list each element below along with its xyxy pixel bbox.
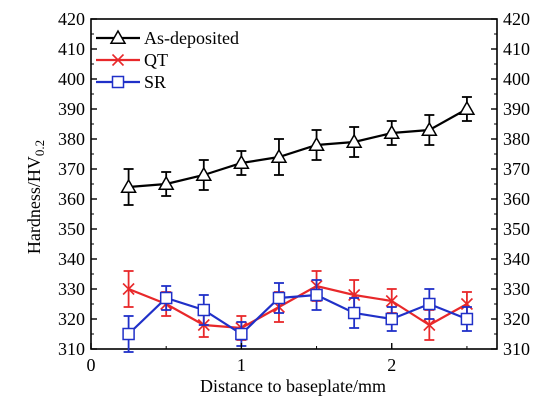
x-tick-label: 1 (237, 355, 246, 375)
y-tick-label-right: 410 (503, 39, 530, 59)
data-point-x (122, 282, 135, 296)
y-tick-label-left: 390 (58, 99, 85, 119)
legend-label: As-deposited (144, 28, 239, 48)
y-tick-label-right: 330 (503, 279, 530, 299)
series-qt (122, 270, 473, 341)
y-tick-label-left: 330 (58, 279, 85, 299)
y-tick-label-left: 360 (58, 189, 85, 209)
y-tick-label-right: 350 (503, 219, 530, 239)
y-tick-label-left: 400 (58, 69, 85, 89)
data-point-x-stroke (122, 282, 135, 296)
series-line (127, 293, 468, 336)
data-point-square (347, 306, 361, 320)
y-tick-label-left: 410 (58, 39, 85, 59)
series-as-deposited (120, 96, 476, 206)
y-tick-label-right: 320 (503, 309, 530, 329)
y-tick-label-right: 380 (503, 129, 530, 149)
data-point-x-stroke (423, 318, 436, 332)
y-tick-label-right: 310 (503, 339, 530, 359)
data-point-triangle (120, 178, 137, 193)
data-point-triangle (345, 133, 363, 148)
data-point-x-stroke (385, 294, 398, 308)
data-point-triangle (157, 175, 175, 190)
series-line (128, 284, 468, 330)
data-point-x (423, 318, 436, 332)
data-point-triangle (458, 100, 476, 115)
y-tick-label-right: 360 (503, 189, 530, 209)
legend-item-sr: SR (96, 72, 166, 92)
y-tick-label-left: 420 (58, 9, 85, 29)
data-point-triangle (421, 121, 438, 136)
y-tick-label-left: 350 (58, 219, 85, 239)
y-tick-label-right: 420 (503, 9, 530, 29)
data-point-triangle (383, 124, 401, 139)
data-point-square (423, 297, 436, 311)
y-tick-label-right: 340 (503, 249, 530, 269)
legend-marker-triangle (109, 29, 127, 44)
legend-marker-square (111, 75, 125, 89)
data-point-square (159, 291, 173, 305)
y-tick-label-left: 370 (58, 159, 85, 179)
legend-label: QT (144, 50, 168, 70)
series-line (128, 108, 468, 189)
data-point-triangle (308, 136, 325, 151)
y-tick-label-right: 400 (503, 69, 530, 89)
data-point-square (272, 291, 286, 305)
x-axis-title: Distance to baseplate/mm (200, 376, 386, 396)
data-point-triangle (270, 148, 288, 163)
legend-label: SR (144, 72, 166, 92)
y-tick-label-right: 370 (503, 159, 530, 179)
y-axis-title: Hardness/HV0.2 (24, 140, 47, 254)
y-tick-label-left: 320 (58, 309, 85, 329)
legend-marker-x-stroke (111, 53, 125, 67)
data-point-square (122, 327, 135, 341)
data-point-square (197, 303, 211, 317)
data-point-square (310, 288, 323, 302)
legend-item-qt: QT (96, 50, 168, 70)
y-tick-label-left: 380 (58, 129, 85, 149)
y-tick-label-left: 310 (58, 339, 85, 359)
y-axis-title-subscript: 0.2 (32, 140, 47, 156)
y-tick-label-right: 390 (503, 99, 530, 119)
series-sr (122, 279, 474, 353)
data-point-x (385, 294, 398, 308)
legend-item-as-deposited: As-deposited (96, 28, 239, 48)
y-tick-label-left: 340 (58, 249, 85, 269)
legend-marker-x (111, 53, 125, 67)
x-tick-label: 0 (87, 355, 96, 375)
x-tick-label: 2 (387, 355, 396, 375)
data-point-triangle (195, 166, 213, 181)
data-point-square (460, 312, 474, 326)
data-point-triangle (233, 154, 250, 169)
data-point-square (235, 327, 248, 341)
data-point-square (385, 312, 398, 326)
y-axis-title-main: Hardness/HV (24, 156, 44, 254)
